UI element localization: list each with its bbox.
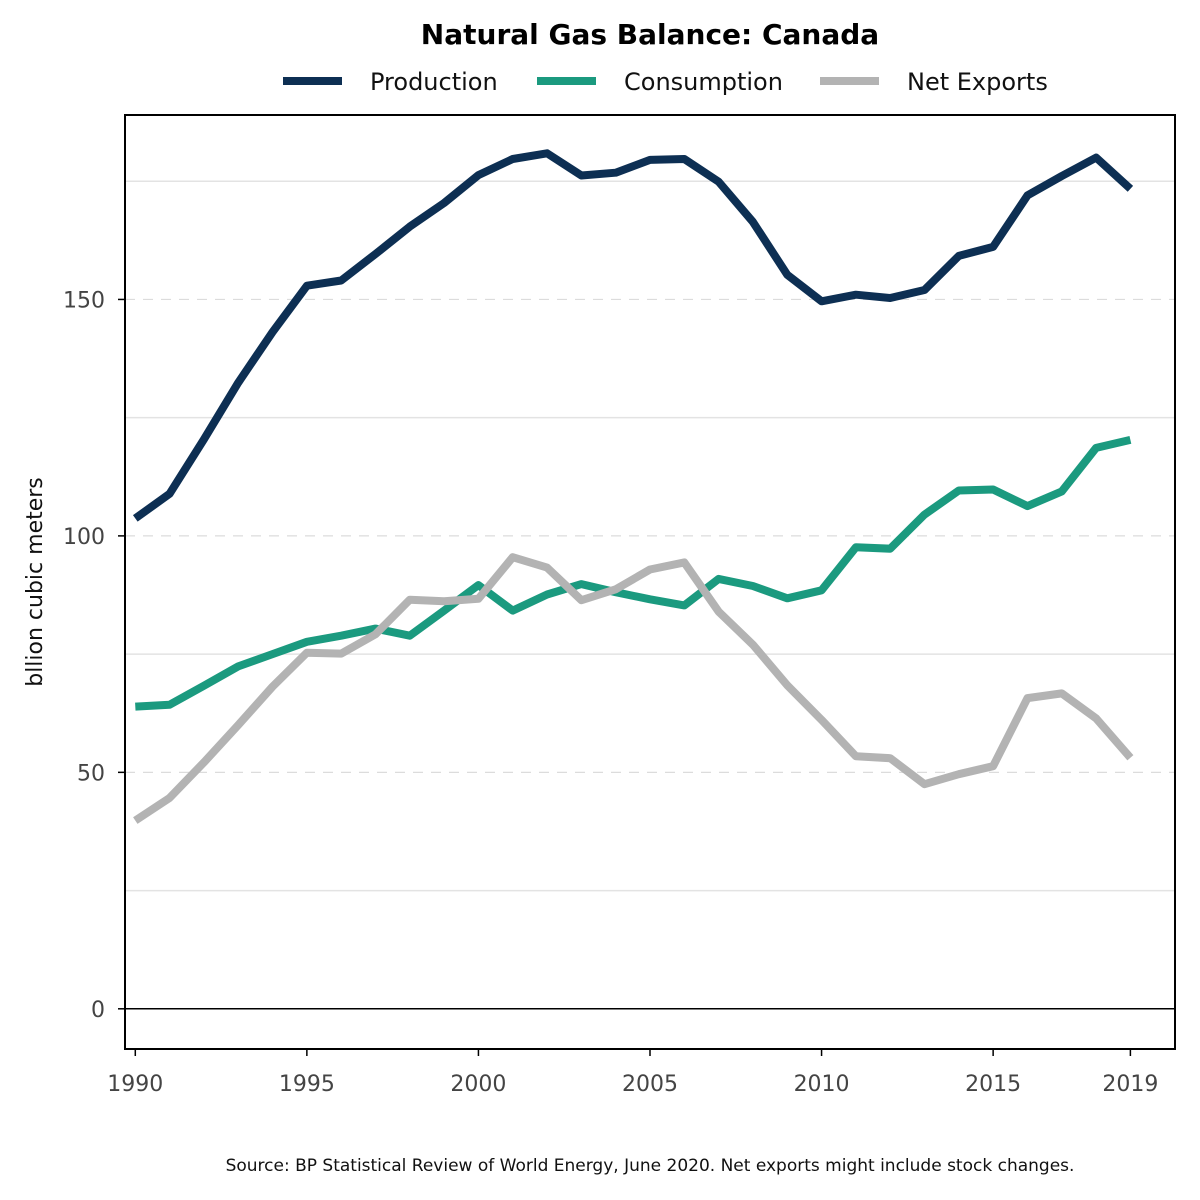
gridlines bbox=[125, 180, 1175, 1010]
chart-title: Natural Gas Balance: Canada bbox=[421, 18, 879, 51]
legend-label-net-exports: Net Exports bbox=[907, 68, 1048, 96]
y-axis-title: bllion cubic meters bbox=[23, 477, 48, 687]
y-tick-label-0: 0 bbox=[91, 998, 105, 1023]
legend-label-consumption: Consumption bbox=[624, 68, 783, 96]
legend-label-production: Production bbox=[370, 68, 498, 96]
x-tick-label-2005: 2005 bbox=[622, 1072, 678, 1097]
y-tick-label-100: 100 bbox=[63, 525, 105, 550]
source-note: Source: BP Statistical Review of World E… bbox=[226, 1156, 1075, 1176]
x-tick-label-2019: 2019 bbox=[1102, 1072, 1158, 1097]
series-line-production bbox=[132, 149, 1134, 522]
y-tick-label-150: 150 bbox=[63, 288, 105, 313]
series-lines bbox=[132, 149, 1134, 824]
series-line-net-exports bbox=[133, 553, 1134, 824]
series-line-consumption bbox=[135, 436, 1132, 711]
plot-frame bbox=[124, 114, 1176, 1050]
x-axis: 1990 1995 2000 2005 2010 2015 2019 bbox=[107, 1049, 1158, 1097]
x-tick-label-2015: 2015 bbox=[965, 1072, 1021, 1097]
x-tick-label-1990: 1990 bbox=[107, 1072, 163, 1097]
legend: Production Consumption Net Exports bbox=[283, 68, 1048, 96]
y-axis: 0 50 100 150 bbox=[63, 288, 125, 1023]
x-tick-label-2000: 2000 bbox=[450, 1072, 506, 1097]
y-tick-label-50: 50 bbox=[77, 761, 105, 786]
x-tick-label-1995: 1995 bbox=[279, 1072, 335, 1097]
x-tick-label-2010: 2010 bbox=[794, 1072, 850, 1097]
